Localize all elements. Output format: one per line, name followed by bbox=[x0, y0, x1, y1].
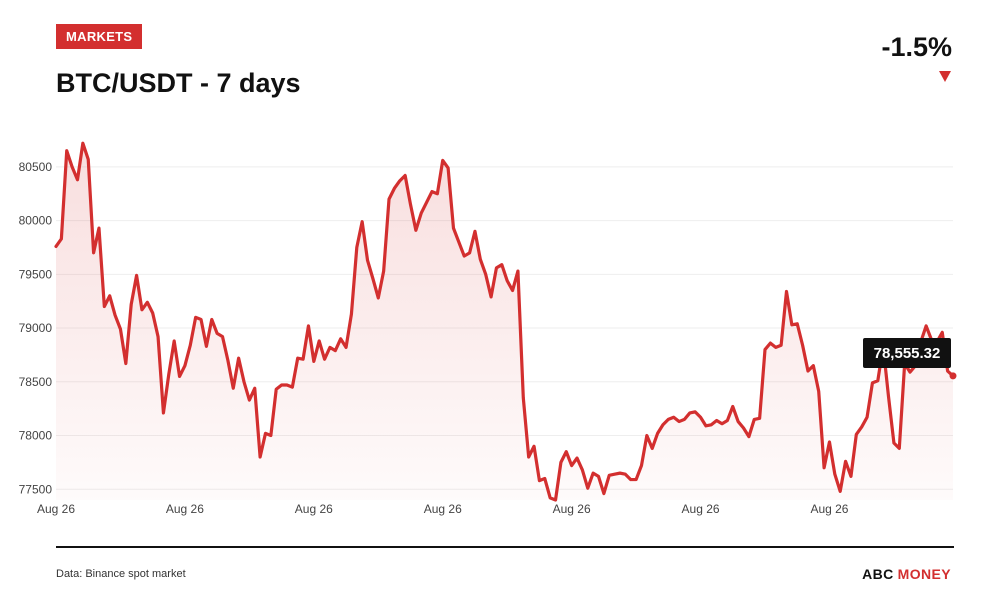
section-badge: MARKETS bbox=[56, 24, 143, 49]
y-tick-label: 79000 bbox=[19, 321, 53, 335]
x-tick-label: Aug 26 bbox=[37, 502, 75, 516]
down-arrow-icon bbox=[939, 71, 951, 82]
y-tick-label: 77500 bbox=[19, 482, 53, 496]
last-price-dot bbox=[949, 372, 957, 380]
x-tick-label: Aug 26 bbox=[424, 502, 462, 516]
y-tick-label: 78000 bbox=[19, 429, 53, 443]
brand-part-money: MONEY bbox=[897, 566, 951, 582]
y-tick-label: 79500 bbox=[19, 267, 53, 281]
x-tick-label: Aug 26 bbox=[295, 502, 333, 516]
last-price-value: 78,555.32 bbox=[874, 345, 941, 362]
x-tick-label: Aug 26 bbox=[553, 502, 591, 516]
price-line bbox=[54, 141, 955, 502]
data-source: Data: Binance spot market bbox=[56, 568, 186, 580]
price-change: -1.5% bbox=[881, 32, 952, 62]
x-tick-label: Aug 26 bbox=[810, 502, 848, 516]
x-axis-ticks: Aug 26 Aug 26 Aug 26 Aug 26 Aug 26 Aug 26 Aug … bbox=[37, 502, 849, 516]
y-tick-label: 80500 bbox=[19, 160, 53, 174]
x-tick-label: Aug 26 bbox=[166, 502, 204, 516]
last-price-label[interactable]: 78,555.32 bbox=[863, 338, 951, 368]
y-tick-label: 80000 bbox=[19, 214, 53, 228]
footer-divider bbox=[56, 546, 954, 548]
x-tick-label: Aug 26 bbox=[682, 502, 720, 516]
brand-part-abc: ABC bbox=[862, 566, 894, 582]
y-tick-label: 78500 bbox=[19, 375, 53, 389]
y-axis-ticks: 77500 78000 78500 79000 79500 80000 80500 bbox=[19, 160, 53, 496]
price-area bbox=[56, 143, 953, 500]
chart-title: BTC/USDT - 7 days bbox=[56, 68, 301, 98]
brand-logo: ABC MONEY bbox=[862, 566, 951, 582]
